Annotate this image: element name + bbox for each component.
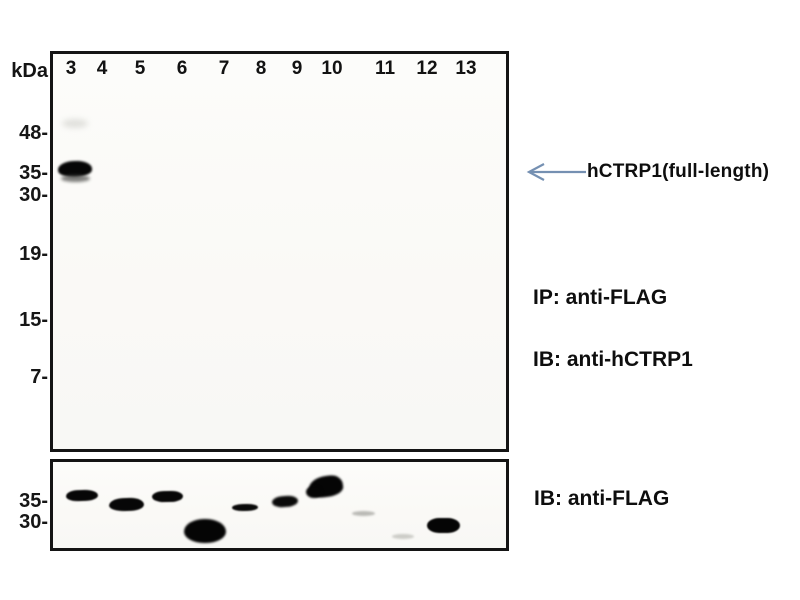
- kda-marker: 19-: [19, 243, 48, 265]
- kda-marker: 7-: [30, 366, 48, 388]
- kda-marker: 30-: [19, 511, 48, 533]
- band-annotation-label: hCTRP1(full-length): [587, 161, 770, 182]
- arrow-head: [526, 163, 545, 181]
- kda-marker: 30-: [19, 184, 48, 206]
- ip-antibody-label: IP: anti-FLAG: [533, 286, 668, 309]
- kda-marker: 35-: [19, 490, 48, 512]
- kda-marker: 35-: [19, 162, 48, 184]
- ib-top-antibody-label: IB: anti-hCTRP1: [533, 348, 693, 371]
- top-blot-panel: [50, 51, 509, 452]
- ib-bottom-antibody-label: IB: anti-FLAG: [534, 487, 670, 510]
- bottom-blot-panel: [50, 459, 509, 551]
- kda-marker: 48-: [19, 122, 48, 144]
- kda-marker: 15-: [19, 309, 48, 331]
- left-arrow-icon: [526, 163, 586, 181]
- kda-unit-label: kDa: [11, 60, 48, 82]
